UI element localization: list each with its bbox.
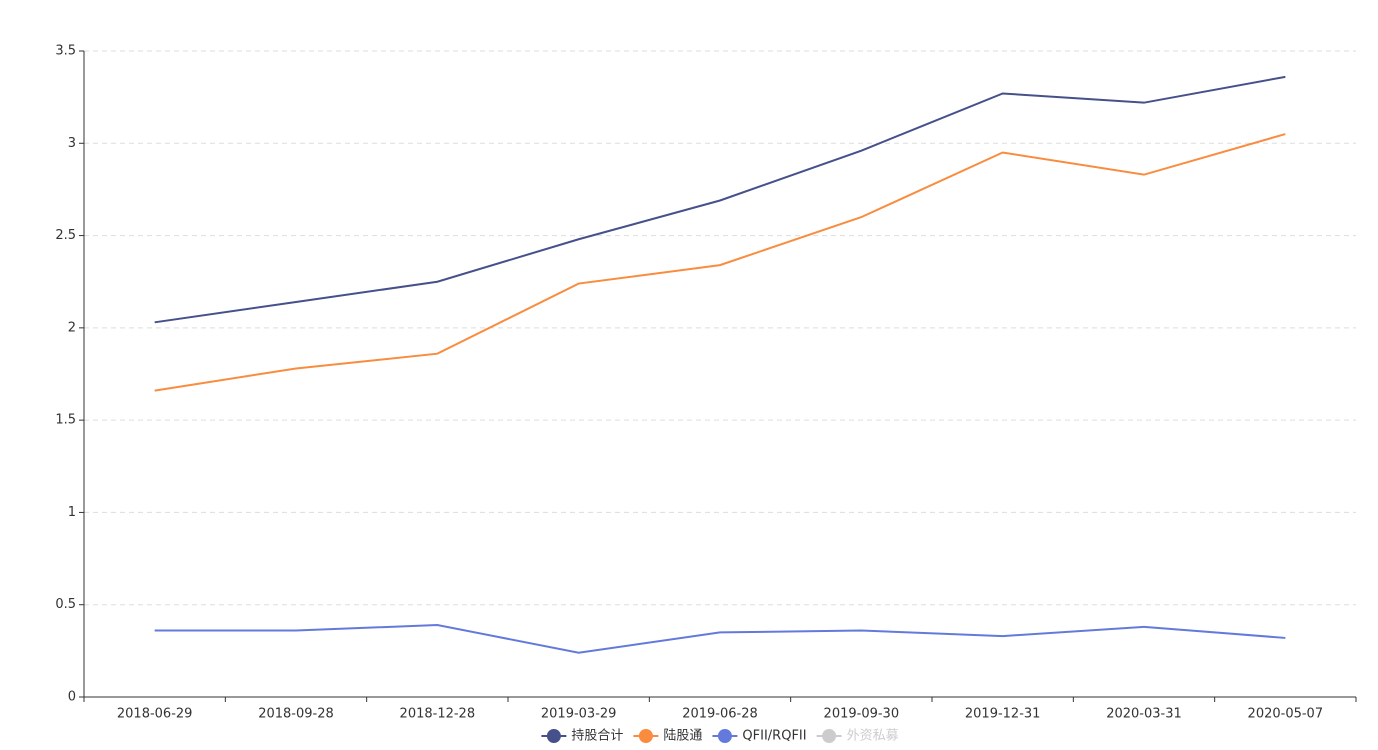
y-tick-label: 0.5 bbox=[55, 597, 76, 612]
x-tick-label: 2018-12-28 bbox=[400, 707, 476, 722]
x-tick-label: 2018-06-29 bbox=[117, 707, 193, 722]
legend-icon bbox=[638, 729, 653, 743]
series-line bbox=[154, 624, 1286, 654]
y-tick-label: 3 bbox=[68, 136, 76, 151]
legend: 持股合计 陆股通 QFII/RQFII 外资私募 bbox=[541, 728, 899, 744]
y-tick-label: 2.5 bbox=[55, 228, 76, 243]
legend-label: 陆股通 bbox=[663, 728, 702, 744]
y-tick-label: 3.5 bbox=[55, 44, 76, 59]
x-tick-label: 2020-05-07 bbox=[1248, 707, 1324, 722]
x-tick-label: 2019-09-30 bbox=[824, 707, 900, 722]
y-tick-label: 2 bbox=[68, 320, 76, 335]
x-tick-label: 2019-06-28 bbox=[682, 707, 758, 722]
y-tick-label: 1 bbox=[68, 505, 76, 520]
legend-item[interactable]: QFII/RQFII bbox=[712, 729, 807, 744]
legend-item[interactable]: 外资私募 bbox=[816, 729, 899, 744]
y-tick-label: 0 bbox=[68, 690, 76, 705]
x-tick-label: 2020-03-31 bbox=[1106, 707, 1182, 722]
x-tick-label: 2018-09-28 bbox=[258, 707, 334, 722]
legend-label: QFII/RQFII bbox=[742, 729, 806, 744]
legend-item[interactable]: 陆股通 bbox=[633, 728, 702, 744]
legend-icon bbox=[717, 729, 732, 743]
legend-icon bbox=[822, 729, 837, 743]
series-line bbox=[154, 133, 1286, 392]
legend-item[interactable]: 持股合计 bbox=[541, 729, 623, 744]
y-tick-label: 1.5 bbox=[55, 413, 76, 428]
legend-label: 外资私募 bbox=[847, 729, 899, 744]
legend-label: 持股合计 bbox=[571, 729, 623, 744]
legend-icon bbox=[546, 729, 561, 743]
x-tick-label: 2019-03-29 bbox=[541, 707, 617, 722]
series-line bbox=[154, 75, 1286, 324]
x-tick-label: 2019-12-31 bbox=[965, 707, 1041, 722]
